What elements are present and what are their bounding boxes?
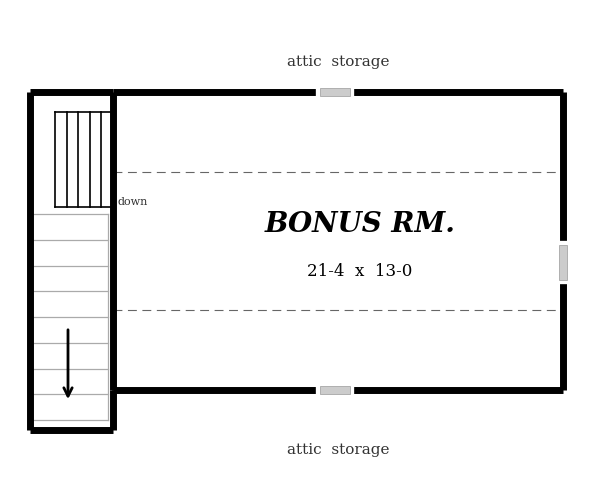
Text: attic  storage: attic storage bbox=[287, 443, 389, 457]
Bar bbox=[320, 386, 350, 394]
Bar bbox=[113, 92, 563, 390]
Text: 21-4  x  13-0: 21-4 x 13-0 bbox=[307, 264, 413, 281]
Bar bbox=[559, 244, 567, 280]
Text: down: down bbox=[118, 197, 148, 207]
Bar bbox=[30, 92, 113, 430]
Text: BONUS RM.: BONUS RM. bbox=[265, 211, 455, 238]
Bar bbox=[320, 88, 350, 96]
Text: attic  storage: attic storage bbox=[287, 55, 389, 69]
